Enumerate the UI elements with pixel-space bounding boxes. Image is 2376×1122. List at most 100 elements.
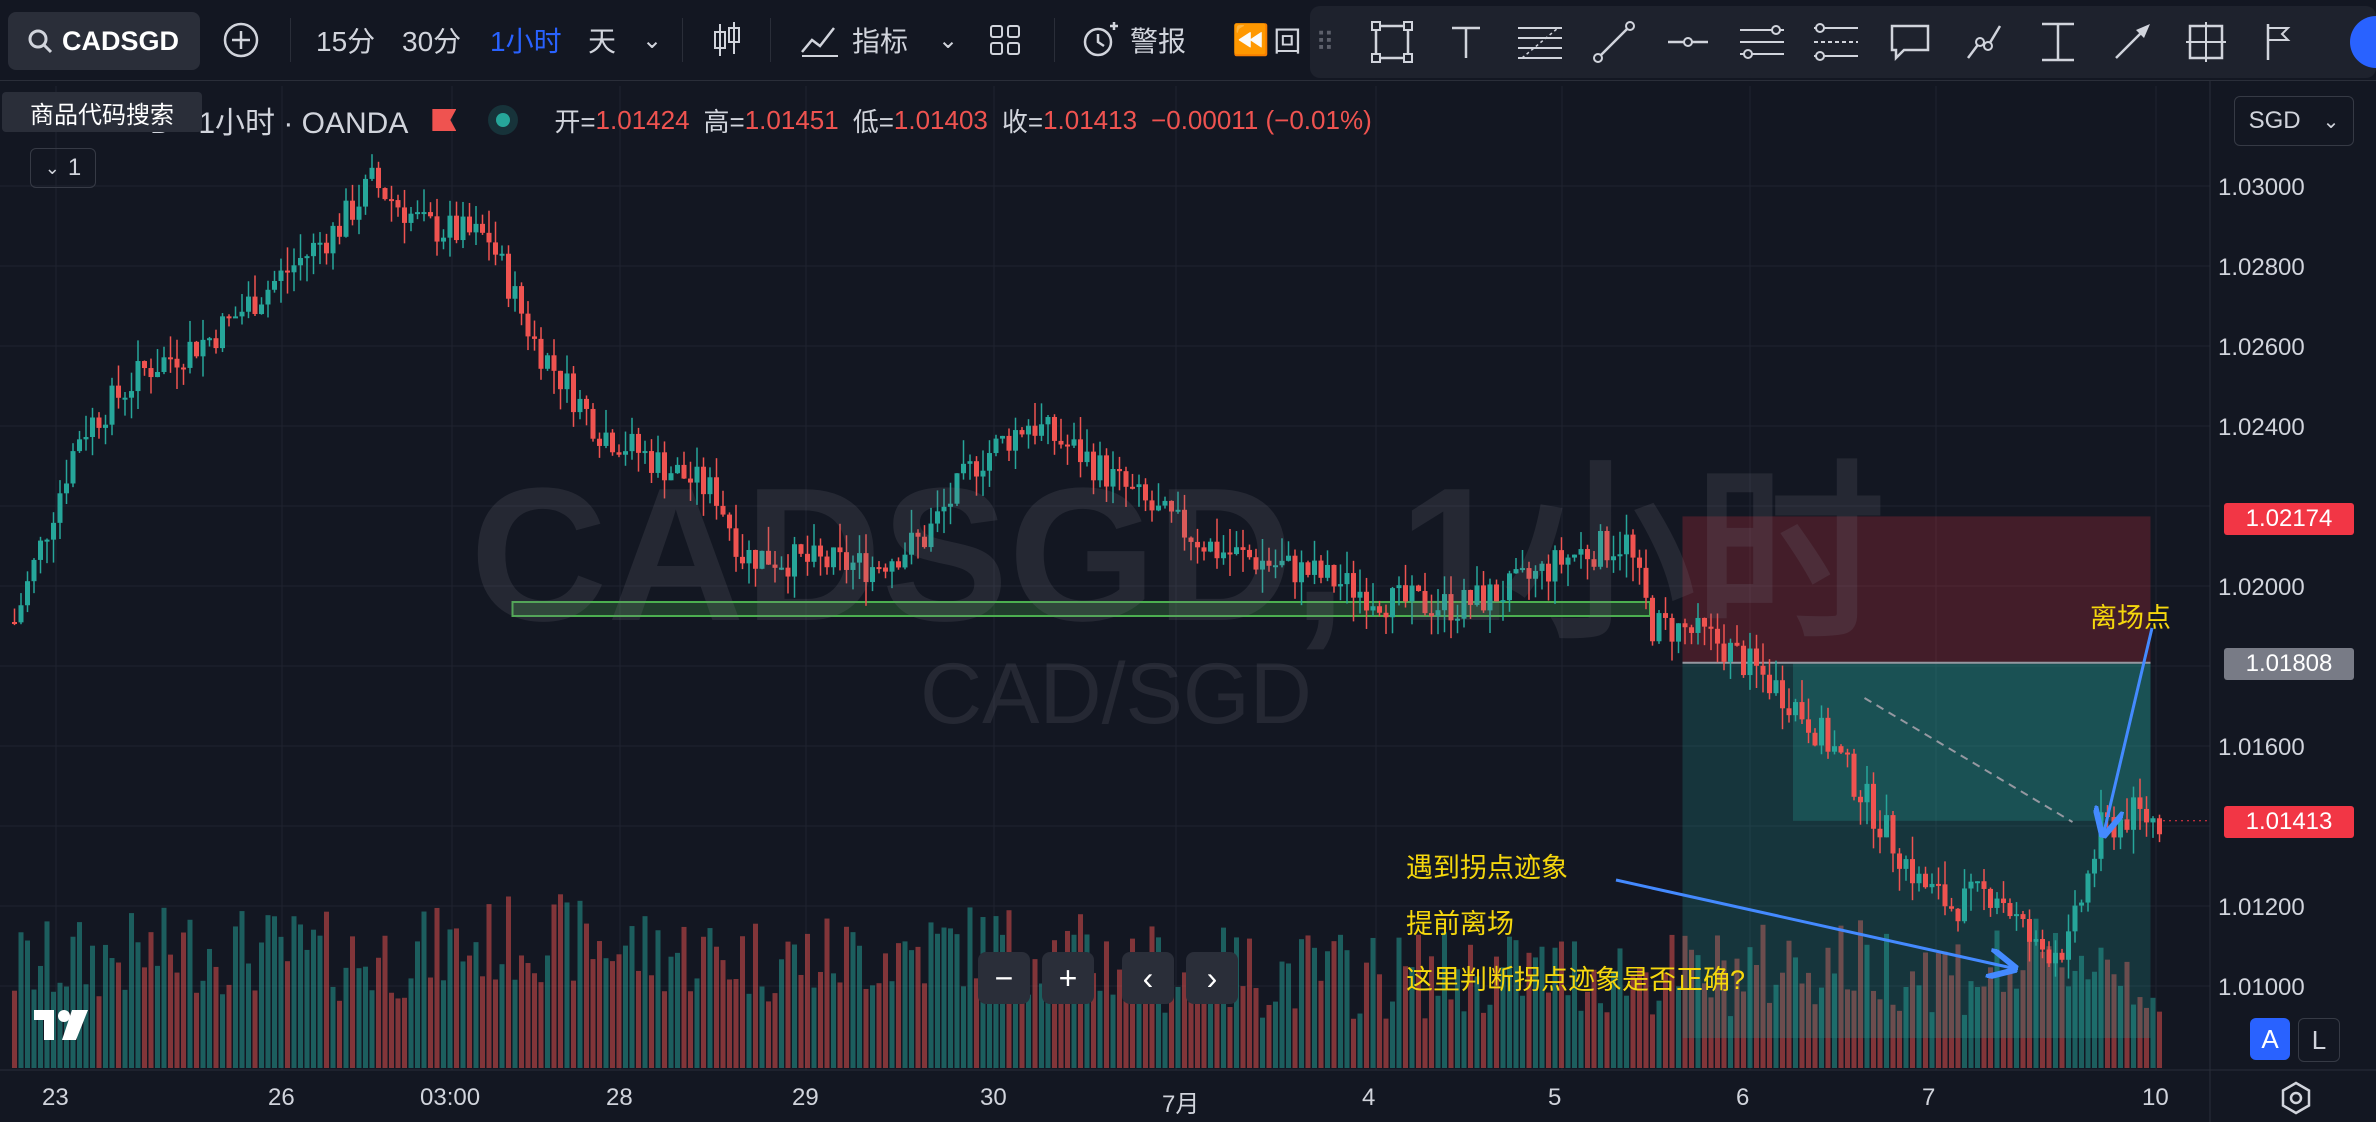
dashed-trend-line	[1863, 697, 2074, 823]
volume-bar	[2079, 955, 2084, 1068]
volume-bar	[525, 963, 531, 1068]
volume-bar	[1942, 951, 1948, 1068]
drag-handle-icon[interactable]: ⠿	[1315, 26, 1335, 57]
interval-1h[interactable]: 1小时	[490, 26, 562, 57]
candle-body	[1117, 469, 1122, 472]
price-tick: 1.01000	[2218, 974, 2305, 1001]
candle-body	[1156, 505, 1161, 511]
candle-body	[948, 503, 953, 507]
chart-grid	[0, 80, 2376, 1122]
candle-body	[623, 451, 628, 455]
chevron-down-icon[interactable]: ⌄	[642, 26, 663, 54]
volume-bar	[1364, 962, 1369, 1068]
volume-bar	[1481, 1012, 1486, 1068]
volume-bar	[330, 986, 336, 1068]
text-tool-icon[interactable]	[1440, 16, 1492, 68]
volume-bar	[1123, 982, 1129, 1068]
candle-body	[1136, 484, 1142, 488]
candle-body	[408, 213, 414, 223]
user-avatar-icon[interactable]	[2346, 16, 2376, 68]
time-tick: 6	[1736, 1084, 1750, 1111]
candle-body	[2157, 818, 2162, 835]
candle-body	[1533, 570, 1538, 579]
replay-button[interactable]: ⏪ 回	[1232, 0, 1301, 80]
candle-body	[889, 561, 895, 572]
candle-body	[64, 483, 69, 494]
interval-15m[interactable]: 15分	[316, 26, 376, 57]
price-range-icon[interactable]	[2032, 16, 2084, 68]
volume-bar	[441, 980, 446, 1068]
symbol-search-button[interactable]: CADSGD	[8, 12, 200, 70]
volume-bar	[1793, 957, 1798, 1068]
measure-tool-icon[interactable]	[2180, 16, 2232, 68]
candle-body	[941, 506, 947, 512]
time-tick: 23	[42, 1084, 69, 1111]
scroll-right-button[interactable]: ›	[1186, 952, 1238, 1004]
candle-body	[1403, 585, 1408, 602]
candle-body	[2001, 898, 2006, 904]
scroll-left-button[interactable]: ‹	[1122, 952, 1174, 1004]
candle-body	[642, 451, 648, 454]
volume-bar	[714, 946, 719, 1068]
volume-bar	[519, 955, 524, 1068]
candle-body	[564, 373, 570, 390]
volume-bar	[1903, 986, 1909, 1068]
parallel-channel-icon[interactable]	[1736, 16, 1788, 68]
indicator-collapse-button[interactable]: ⌄ 1	[30, 148, 96, 188]
volume-bar	[1630, 975, 1636, 1068]
candle-body	[1487, 584, 1493, 611]
arrow-tool-icon[interactable]	[2106, 16, 2158, 68]
settings-gear-icon[interactable]	[2278, 1080, 2314, 1116]
volume-bar	[1383, 1018, 1389, 1068]
volume-bar	[480, 976, 485, 1068]
interval-30m[interactable]: 30分	[402, 26, 462, 57]
volume-bar	[1169, 988, 1174, 1068]
candle-body	[928, 523, 934, 548]
pattern-tool-icon[interactable]	[1810, 16, 1862, 68]
volume-bar	[129, 913, 134, 1068]
volume-bar	[798, 974, 804, 1068]
flag-tool-icon[interactable]	[2254, 16, 2306, 68]
volume-bar	[1806, 972, 1811, 1068]
callout-icon[interactable]	[1884, 16, 1936, 68]
volume-bar	[1104, 941, 1109, 1068]
candle-body	[805, 553, 810, 562]
volume-bar	[1552, 947, 1558, 1068]
alert-button[interactable]: 警报	[1080, 0, 1186, 80]
volume-bar	[2085, 979, 2091, 1068]
currency-select[interactable]: SGD ⌄	[2234, 96, 2354, 146]
candle-body	[603, 432, 609, 446]
auto-scale-button[interactable]: A	[2250, 1018, 2290, 1060]
trend-line-icon[interactable]	[1588, 16, 1640, 68]
volume-bar	[1968, 981, 1974, 1068]
flag-icon[interactable]	[432, 109, 457, 131]
candle-body	[38, 540, 43, 560]
candle-body	[109, 385, 115, 425]
fib-retracement-icon[interactable]	[1514, 16, 1566, 68]
log-scale-button[interactable]: L	[2298, 1018, 2340, 1062]
candle-body	[155, 371, 160, 378]
candle-body	[1884, 815, 1889, 838]
candle-body	[2137, 797, 2143, 809]
compare-add-button[interactable]	[222, 0, 260, 80]
layout-grid-icon[interactable]	[988, 0, 1022, 80]
horizontal-ray-icon[interactable]	[1662, 16, 1714, 68]
candle-body	[2144, 808, 2149, 823]
tradingview-logo[interactable]	[32, 1008, 96, 1042]
path-tool-icon[interactable]	[1958, 16, 2010, 68]
indicators-button[interactable]: 指标	[800, 0, 908, 80]
rectangle-tool-icon[interactable]	[1366, 16, 1418, 68]
zoom-in-button[interactable]: +	[1042, 952, 1094, 1004]
zoom-out-button[interactable]: −	[978, 952, 1030, 1004]
candle-body	[1650, 597, 1655, 642]
volume-bar	[1520, 995, 1525, 1068]
interval-day[interactable]: 天	[588, 26, 617, 57]
volume-bar	[1812, 1004, 1818, 1068]
collapse-count: 1	[67, 154, 82, 181]
chevron-down-icon[interactable]: ⌄	[938, 26, 959, 54]
candle-body	[337, 225, 342, 237]
candle-type-icon[interactable]	[712, 0, 742, 80]
candle-body	[1234, 547, 1239, 554]
volume-bar	[1695, 955, 1701, 1068]
